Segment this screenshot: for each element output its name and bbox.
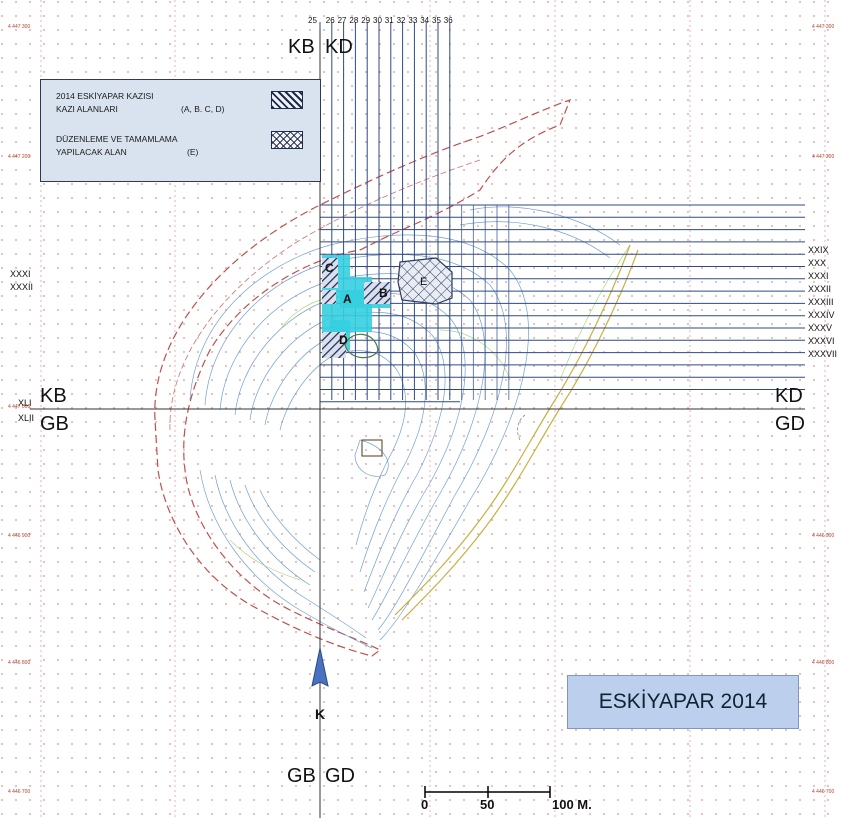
- legend-item1-title: 2014 ESKİYAPAR KAZISI: [56, 91, 154, 101]
- column-number: 25: [308, 16, 317, 25]
- row-label: XXXI: [808, 271, 829, 281]
- coord-right-6: 4 446 700: [812, 789, 835, 795]
- area-c-hatch: [322, 258, 338, 288]
- column-number: 36: [443, 16, 453, 25]
- row-label: XXIX: [808, 245, 829, 255]
- quadrant-kb-top: KB: [288, 36, 315, 58]
- north-label: K: [315, 706, 326, 722]
- area-label-c: C: [325, 261, 334, 275]
- column-number: 31: [384, 16, 394, 25]
- road: [394, 244, 639, 621]
- column-number: 35: [432, 16, 441, 25]
- row-label: XXXIII: [808, 297, 834, 307]
- row-label: XXXII: [808, 284, 832, 294]
- north-arrow-icon: [311, 647, 329, 687]
- area-b-hatch: [364, 282, 390, 304]
- quadrant-kd-right: KD: [775, 385, 803, 407]
- scale-end: 100 M.: [552, 797, 592, 812]
- row-label: XXXVI: [808, 336, 835, 346]
- column-number: 33: [408, 16, 418, 25]
- crosshatch-swatch-icon: [271, 131, 303, 149]
- legend: 2014 ESKİYAPAR KAZISI KAZI ALANLARI (A, …: [40, 79, 321, 182]
- coord-left-5: 4 446 800: [8, 660, 31, 666]
- quadrant-kd-top: KD: [325, 36, 353, 58]
- area-label-e: E: [420, 276, 428, 288]
- column-number: 26: [325, 16, 335, 25]
- coord-right-1: 4 447 300: [812, 24, 835, 30]
- row-label-axis-2: XLII: [18, 413, 35, 423]
- row-label-axis-1: XLI: [18, 398, 32, 408]
- area-e: [397, 257, 453, 305]
- row-label-left-1: XXXI: [10, 269, 31, 279]
- coord-right-2: 4 447 200: [812, 154, 835, 160]
- coord-left-6: 4 446 700: [8, 789, 31, 795]
- coord-left-4: 4 446 900: [8, 533, 31, 539]
- hatch-swatch-icon: [271, 91, 303, 109]
- coord-right-5: 4 446 800: [812, 660, 835, 666]
- site-boundary-inner: [169, 159, 481, 431]
- track: [517, 414, 526, 441]
- area-label-b: B: [379, 286, 388, 300]
- row-label: XXXV: [808, 323, 833, 333]
- column-number: 32: [396, 16, 406, 25]
- area-label-d: D: [339, 333, 348, 347]
- area-label-a: A: [343, 292, 352, 306]
- column-number: 28: [349, 16, 359, 25]
- coord-left-1: 4 447 300: [8, 24, 31, 30]
- quadrant-kb-left: KB: [40, 385, 67, 407]
- column-number: 27: [337, 16, 347, 25]
- row-label: XXX: [808, 258, 827, 268]
- row-label: XXXVII: [808, 349, 838, 359]
- map-title: ESKİYAPAR 2014: [567, 675, 799, 729]
- quadrant-gd-bottom: GD: [325, 765, 355, 787]
- quadrant-gb-bottom: GB: [287, 765, 316, 787]
- quadrant-gd-right: GD: [775, 413, 805, 435]
- quadrant-gb-left: GB: [40, 413, 69, 435]
- row-label: XXXIV: [808, 310, 835, 320]
- legend-item2-areas: (E): [187, 147, 199, 157]
- column-number: 30: [373, 16, 382, 25]
- legend-item1-subtitle: KAZI ALANLARI: [56, 104, 118, 114]
- site-boundary: [154, 99, 572, 657]
- legend-item2-title: DÜZENLEME VE TAMAMLAMA: [56, 134, 178, 144]
- row-labels-right: XXIX XXX XXXI XXXII XXXIII XXXIV XXXV XXXVI XXXV…: [808, 244, 837, 361]
- column-number: 29: [361, 16, 371, 25]
- coord-left-3: 4 447 000: [8, 404, 31, 410]
- scale-bar: [424, 786, 551, 798]
- scale-zero: 0: [421, 797, 429, 812]
- legend-item2-subtitle: YAPILACAK ALAN: [56, 147, 127, 157]
- area-d-hatch: [322, 332, 346, 358]
- scale-mid: 50: [480, 797, 495, 812]
- row-label-left-2: XXXII: [10, 282, 34, 292]
- legend-item1-areas: (A, B. C, D): [181, 104, 225, 114]
- coord-left-2: 4 447 200: [8, 154, 31, 160]
- coord-right-4: 4 446 900: [812, 533, 835, 539]
- excavated-areas: [322, 255, 453, 457]
- column-number: 34: [420, 16, 430, 25]
